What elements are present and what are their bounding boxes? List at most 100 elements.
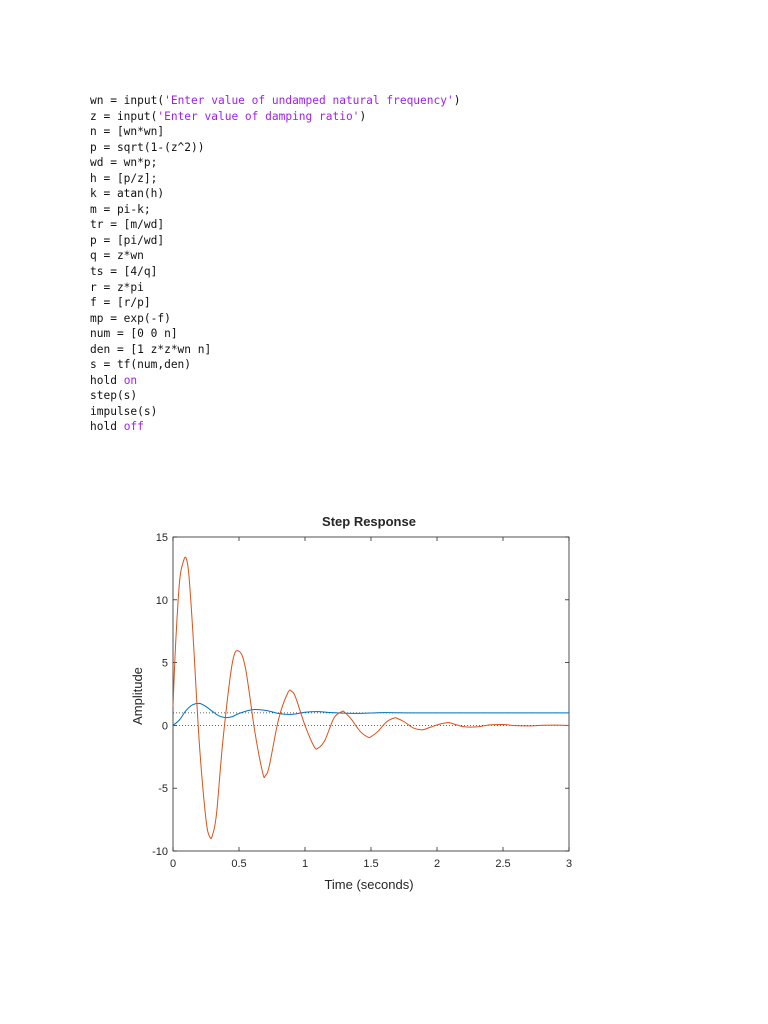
step-data-point: [410, 712, 411, 714]
plot-area-box: [172, 536, 570, 852]
step-data-point: [436, 712, 438, 714]
code-line: mp = exp(-f): [90, 312, 171, 325]
impulse-data-point: [360, 731, 361, 733]
code-text: k = atan(h): [90, 187, 165, 201]
impulse-data-point: [397, 718, 398, 719]
code-text: p = sqrt(1-(z^2)): [90, 140, 205, 154]
code-text: n = [wn*wn]: [90, 125, 165, 139]
impulse-data-point: [245, 668, 246, 670]
code-text: den = [1 z*z*wn n]: [90, 342, 212, 356]
code-line: hold on: [90, 374, 137, 387]
impulse-data-point: [529, 725, 530, 727]
code-text: ): [453, 94, 461, 107]
code-line: wd = wn*p;: [90, 156, 157, 169]
reference-lines: [173, 712, 569, 726]
x-tick-label: 1: [302, 858, 308, 870]
impulse-data-point: [515, 725, 517, 727]
step-data-point: [291, 713, 293, 715]
code-string: 'Enter value of damping ratio': [157, 109, 360, 123]
code-line: f = [r/p]: [90, 296, 151, 309]
impulse-data-point: [423, 729, 425, 730]
impulse-data-point: [555, 724, 557, 726]
impulse-data-point: [449, 722, 451, 724]
x-tick-label: 2: [434, 858, 440, 870]
impulse-data-point: [179, 580, 180, 582]
impulse-data-point: [341, 711, 343, 712]
code-text: ts = [4/q]: [90, 265, 158, 279]
code-text: m = pi-k;: [90, 202, 151, 216]
code-text: wd = wn*p;: [90, 156, 158, 170]
code-text: p = [pi/wd]: [90, 233, 165, 247]
step-data-point: [199, 703, 200, 704]
step-data-point: [212, 711, 213, 712]
impulse-data-point: [216, 812, 217, 814]
code-line: ts = [4/q]: [90, 265, 157, 278]
impulse-data-point: [205, 819, 207, 820]
code-line: k = atan(h): [90, 187, 164, 200]
impulse-data-point: [386, 721, 388, 722]
impulse-data-point: [185, 558, 187, 559]
step-data-point: [232, 716, 233, 717]
code-text: mp = exp(-f): [90, 311, 171, 325]
y-tick-label: -10: [152, 846, 168, 858]
impulse-data-point: [278, 718, 279, 720]
step-data-point: [192, 704, 194, 706]
code-line: s = tf(num,den): [90, 358, 191, 371]
code-text: wn = input(: [90, 94, 165, 107]
axis-ticks: 0 0.5 1 1.5 2 2.5 3 -10 -5 0 5 10 15: [152, 532, 572, 870]
impulse-data-point: [254, 731, 256, 733]
impulse-data-point: [172, 706, 174, 707]
impulse-data-point: [192, 630, 194, 632]
code-text: tr = [m/wd]: [90, 218, 165, 232]
code-text: s = tf(num,den): [90, 358, 192, 372]
impulse-data-point: [295, 697, 297, 699]
step-data-point: [317, 711, 319, 712]
impulse-data-point: [291, 691, 293, 692]
y-tick-label: 10: [156, 595, 168, 607]
code-line: tr = [m/wd]: [90, 218, 164, 231]
code-text: q = z*wn: [90, 249, 144, 263]
x-tick-label: 0.5: [231, 858, 246, 870]
code-text: num = [0 0 n]: [90, 327, 178, 341]
step-response-figure: Step Response Time (seconds) Amplitude 0…: [110, 500, 610, 900]
code-keyword: off: [123, 420, 144, 434]
x-tick-label: 0: [170, 858, 176, 870]
step-data-point: [179, 719, 180, 721]
code-line: impulse(s): [90, 405, 157, 418]
impulse-data-point: [412, 727, 414, 729]
step-data-point: [304, 711, 306, 713]
y-axis-label: Amplitude: [130, 667, 145, 725]
y-tick-label: 15: [156, 532, 168, 544]
impulse-data-point: [183, 560, 184, 562]
code-line: p = [pi/wd]: [90, 234, 164, 247]
step-data-point: [568, 712, 570, 714]
y-tick-label: 0: [162, 720, 168, 732]
step-data-point: [172, 725, 174, 726]
impulse-data-point: [209, 836, 211, 838]
impulse-data-point: [377, 731, 378, 733]
impulse-data-point: [265, 775, 266, 776]
impulse-data-point: [287, 692, 289, 694]
impulse-data-point: [232, 662, 233, 663]
impulse-data-point: [350, 718, 352, 720]
step-data-point: [185, 709, 187, 711]
code-line: step(s): [90, 389, 137, 402]
impulse-data-point: [238, 650, 240, 652]
code-keyword: on: [123, 373, 138, 387]
impulse-data-point: [430, 726, 431, 728]
code-line: r = z*pi: [90, 281, 144, 294]
impulse-data-point: [317, 747, 319, 749]
impulse-data-point: [262, 772, 264, 774]
step-data-point: [383, 712, 385, 713]
impulse-data-point: [324, 740, 326, 741]
impulse-data-point: [394, 717, 396, 719]
series-layer: [172, 556, 570, 840]
step-data-point: [502, 712, 504, 714]
code-text: hold: [90, 420, 124, 434]
code-line: n = [wn*wn]: [90, 125, 164, 138]
impulse-data-point: [568, 725, 570, 726]
code-line: p = sqrt(1-(z^2)): [90, 141, 205, 154]
impulse-data-point: [188, 574, 190, 576]
code-text: r = z*pi: [90, 280, 144, 294]
impulse-data-point: [502, 724, 504, 725]
